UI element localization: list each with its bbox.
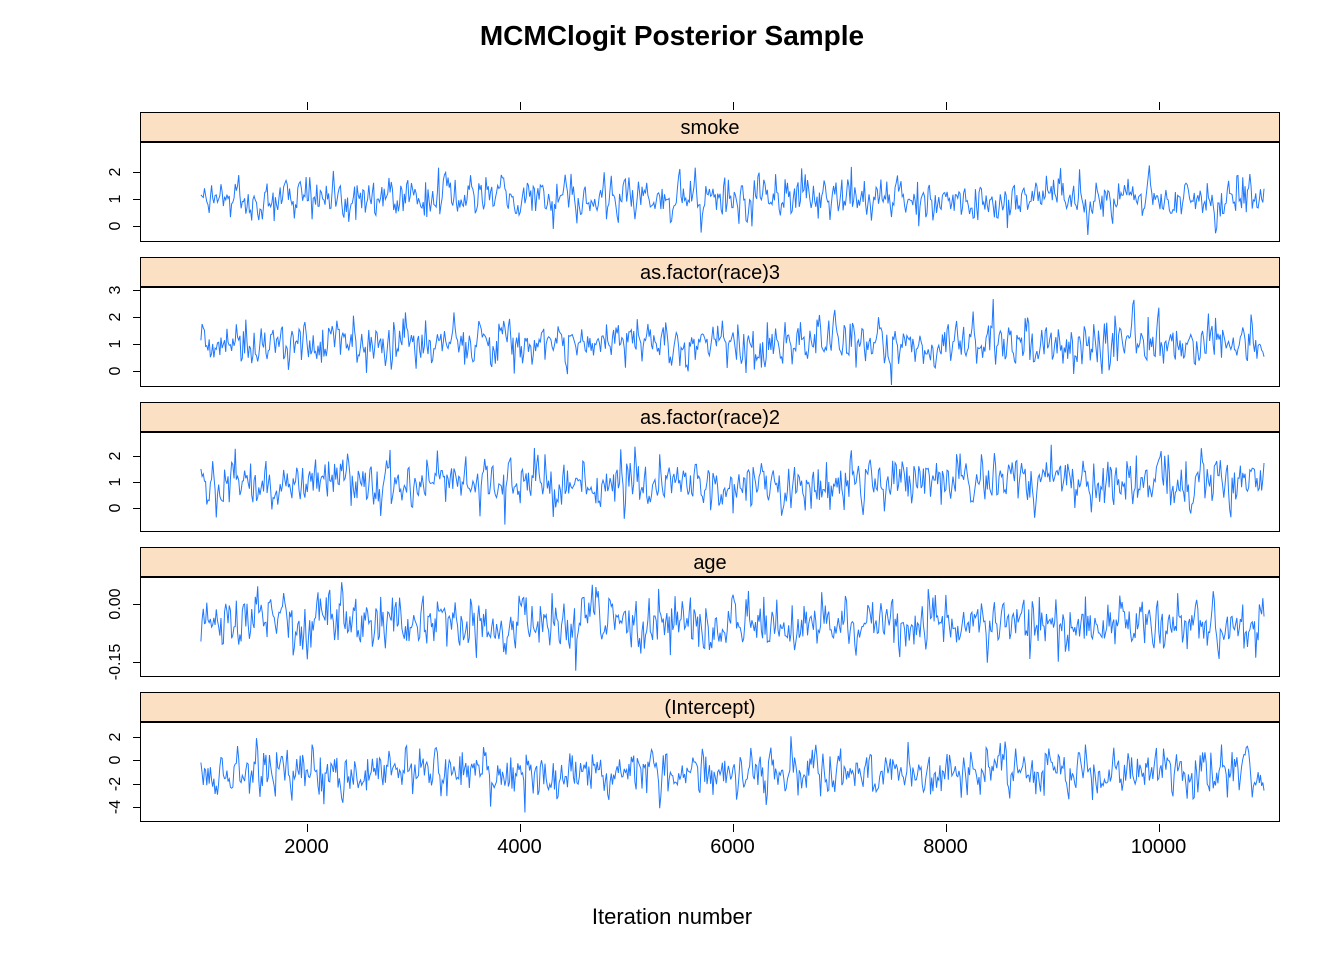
y-tick-mark	[133, 344, 140, 345]
y-tick-label: 0	[108, 221, 124, 230]
y-tick-label: -2	[108, 777, 124, 791]
y-tick-mark	[133, 317, 140, 318]
y-tick-label: 3	[108, 286, 124, 295]
x-tick-mark-top	[1159, 102, 1160, 110]
y-tick-label: 2	[108, 451, 124, 460]
x-tick-mark-top	[307, 102, 308, 110]
chart-container: MCMClogit Posterior Sample smoke 0 1 2 as.fa…	[0, 0, 1344, 960]
x-axis-label: Iteration number	[0, 904, 1344, 930]
y-tick-label: 0	[108, 366, 124, 375]
x-tick-label: 6000	[710, 836, 755, 859]
y-tick-mark	[133, 172, 140, 173]
panel-strip: as.factor(race)2	[140, 402, 1280, 432]
x-tick-mark-top	[520, 102, 521, 110]
x-tick-label: 8000	[923, 836, 968, 859]
y-tick-mark	[133, 226, 140, 227]
y-tick-mark	[133, 456, 140, 457]
y-tick-mark	[133, 662, 140, 663]
y-tick-label: 0	[108, 756, 124, 765]
y-tick-label: 0	[108, 504, 124, 513]
y-tick-mark	[133, 508, 140, 509]
chart-title: MCMClogit Posterior Sample	[0, 20, 1344, 52]
y-tick-label: -0.15	[108, 644, 124, 680]
y-tick-label: 1	[108, 194, 124, 203]
trace-panel	[140, 287, 1280, 387]
trace-panel	[140, 722, 1280, 822]
x-tick-label: 2000	[284, 836, 329, 859]
y-tick-mark	[133, 737, 140, 738]
panel-strip: smoke	[140, 112, 1280, 142]
y-tick-label: 2	[108, 732, 124, 741]
y-tick-mark	[133, 807, 140, 808]
trace-panel	[140, 432, 1280, 532]
trace-panel	[140, 577, 1280, 677]
x-tick-label: 4000	[497, 836, 542, 859]
trace-panel	[140, 142, 1280, 242]
x-tick-mark-bottom	[946, 824, 947, 832]
y-tick-label: -4	[108, 800, 124, 814]
y-tick-label: 1	[108, 339, 124, 348]
y-tick-mark	[133, 371, 140, 372]
y-tick-label: 2	[108, 312, 124, 321]
x-tick-mark-top	[733, 102, 734, 110]
plot-area: smoke 0 1 2 as.factor(race)3 0 1 2 3 as.factor(ra…	[80, 90, 1280, 830]
panel-strip: (Intercept)	[140, 692, 1280, 722]
y-tick-mark	[133, 290, 140, 291]
x-tick-label: 10000	[1131, 836, 1187, 859]
y-tick-mark	[133, 760, 140, 761]
y-tick-mark	[133, 482, 140, 483]
y-tick-label: 2	[108, 167, 124, 176]
x-tick-mark-top	[946, 102, 947, 110]
y-tick-mark	[133, 784, 140, 785]
panel-strip: age	[140, 547, 1280, 577]
x-tick-mark-bottom	[1159, 824, 1160, 832]
x-tick-mark-bottom	[733, 824, 734, 832]
y-tick-mark	[133, 199, 140, 200]
x-tick-mark-bottom	[520, 824, 521, 832]
y-tick-label: 0.00	[108, 588, 124, 619]
y-tick-mark	[133, 604, 140, 605]
x-tick-mark-bottom	[307, 824, 308, 832]
panel-strip: as.factor(race)3	[140, 257, 1280, 287]
y-tick-label: 1	[108, 478, 124, 487]
